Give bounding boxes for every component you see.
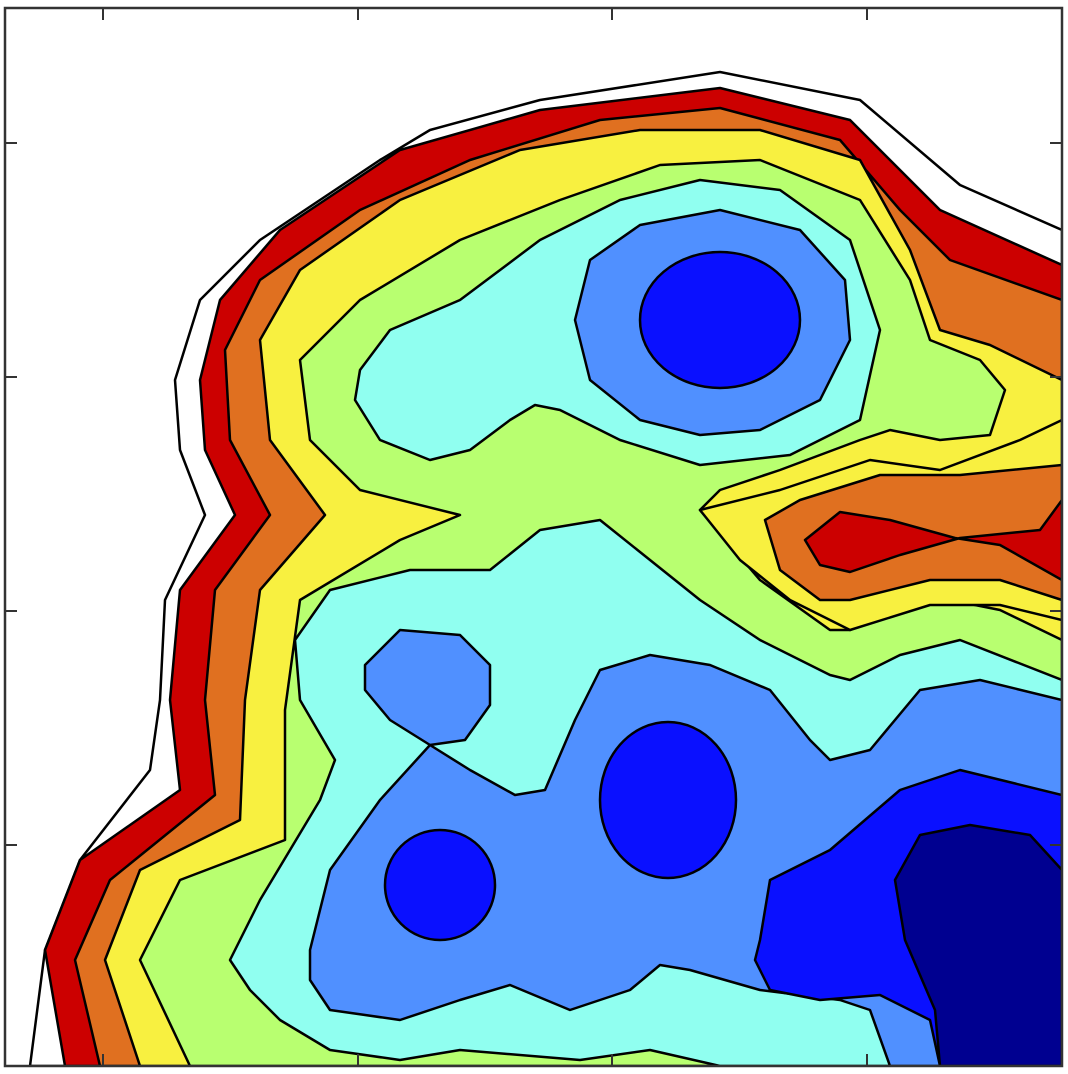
contour-region: [893, 823, 1062, 1066]
contour-region: [803, 498, 1062, 582]
contour-region: [598, 720, 738, 880]
contour-region: [638, 250, 802, 390]
ticks: [5, 8, 1062, 1066]
contour-region: [363, 628, 492, 747]
contour-region: [383, 828, 497, 942]
plot-frame: [3, 6, 1064, 1068]
contour-layer: [28, 70, 1062, 1066]
